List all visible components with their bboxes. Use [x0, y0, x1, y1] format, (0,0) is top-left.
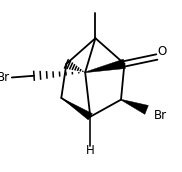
Polygon shape [85, 59, 125, 73]
Text: H: H [86, 144, 95, 157]
Polygon shape [61, 98, 92, 120]
Text: Br: Br [0, 71, 10, 84]
Text: Br: Br [153, 109, 167, 121]
Text: O: O [157, 45, 167, 58]
Polygon shape [121, 99, 148, 114]
